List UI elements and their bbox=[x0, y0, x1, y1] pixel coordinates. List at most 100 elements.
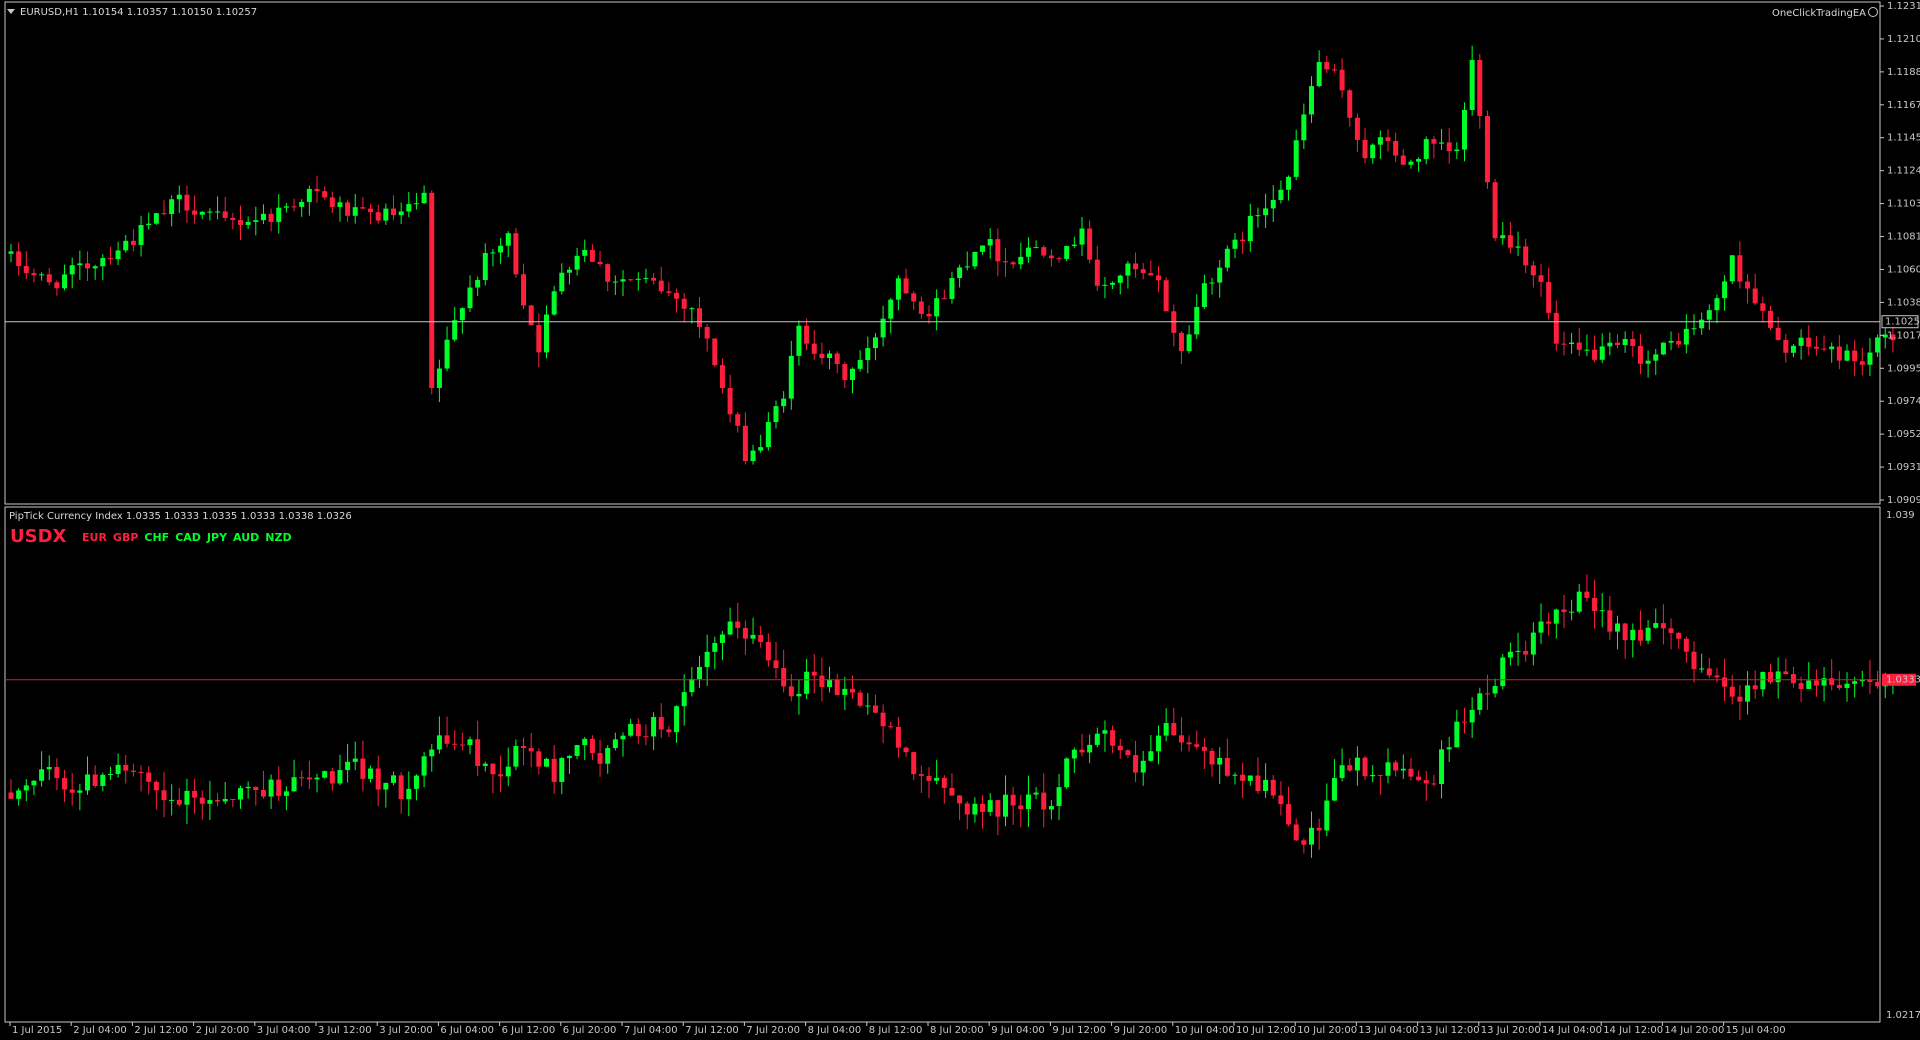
candle bbox=[1064, 245, 1070, 262]
candle bbox=[1033, 240, 1039, 249]
candle bbox=[444, 716, 450, 748]
main-axis-label: 1.09955 bbox=[1887, 363, 1920, 374]
candle bbox=[368, 203, 374, 225]
candle bbox=[1293, 129, 1299, 181]
candle bbox=[1829, 659, 1835, 691]
candle bbox=[1706, 657, 1712, 678]
candle bbox=[375, 755, 381, 807]
candle bbox=[1263, 763, 1269, 799]
candle bbox=[521, 737, 527, 766]
candle bbox=[291, 198, 297, 212]
candle bbox=[62, 769, 68, 803]
candle bbox=[107, 246, 113, 265]
candle bbox=[62, 264, 68, 291]
candle bbox=[1607, 332, 1613, 356]
time-axis-label: 6 Jul 12:00 bbox=[502, 1025, 556, 1036]
candle bbox=[949, 271, 955, 304]
candle bbox=[398, 772, 404, 814]
candle bbox=[1010, 786, 1016, 825]
candle bbox=[842, 361, 848, 389]
candle bbox=[329, 767, 335, 791]
candle bbox=[1477, 53, 1483, 129]
candle bbox=[1806, 325, 1812, 356]
ea-label: OneClickTradingEA bbox=[1771, 8, 1866, 19]
candle bbox=[1148, 260, 1154, 276]
candle bbox=[1790, 344, 1796, 358]
candle bbox=[628, 718, 634, 737]
candle bbox=[1354, 113, 1360, 152]
currency-nzd: NZD bbox=[265, 531, 292, 544]
candle bbox=[1278, 781, 1284, 816]
candle bbox=[459, 307, 465, 334]
candle bbox=[1523, 640, 1529, 662]
candle bbox=[895, 275, 901, 311]
current-price-label: 1.10257 bbox=[1885, 317, 1920, 328]
candle bbox=[1439, 740, 1445, 799]
candle bbox=[1569, 332, 1575, 354]
candle bbox=[1270, 185, 1276, 223]
time-axis-label: 7 Jul 20:00 bbox=[746, 1025, 800, 1036]
candle bbox=[1240, 231, 1246, 255]
candle bbox=[123, 755, 129, 784]
candle bbox=[1171, 707, 1177, 736]
candle bbox=[544, 305, 549, 359]
candle bbox=[92, 765, 98, 788]
candle bbox=[184, 185, 190, 224]
candle bbox=[1798, 329, 1804, 360]
candle bbox=[1752, 670, 1758, 699]
candle bbox=[643, 268, 649, 284]
candle bbox=[1140, 750, 1146, 786]
candle bbox=[1133, 252, 1139, 278]
candle bbox=[781, 391, 787, 413]
candle bbox=[1859, 348, 1865, 376]
candle bbox=[1599, 333, 1605, 364]
candle bbox=[1301, 838, 1307, 854]
candle bbox=[8, 779, 14, 799]
candle bbox=[1209, 748, 1215, 777]
candle bbox=[796, 320, 802, 366]
candle bbox=[1331, 759, 1337, 802]
candle bbox=[1691, 314, 1697, 336]
candle bbox=[169, 784, 175, 816]
candle bbox=[911, 291, 917, 310]
candle bbox=[727, 607, 733, 636]
main-axis-label: 1.09525 bbox=[1887, 429, 1920, 440]
candle bbox=[1232, 772, 1238, 785]
candle bbox=[589, 735, 595, 760]
candle bbox=[620, 732, 626, 757]
candle bbox=[475, 720, 481, 776]
index-level-tag bbox=[1882, 673, 1916, 686]
candle bbox=[505, 747, 511, 786]
triangle-down-icon[interactable] bbox=[7, 9, 15, 14]
candle bbox=[1064, 757, 1070, 790]
candle bbox=[337, 754, 343, 786]
candle bbox=[895, 717, 901, 758]
candle bbox=[1538, 264, 1544, 297]
candle bbox=[689, 666, 695, 697]
main-axis-label: 1.10600 bbox=[1887, 264, 1920, 275]
candle bbox=[1737, 685, 1743, 721]
candle bbox=[1668, 331, 1674, 351]
candle bbox=[283, 786, 289, 811]
indicator-title: PipTick Currency Index 1.0335 1.0333 1.0… bbox=[9, 511, 352, 522]
candle bbox=[1224, 738, 1230, 777]
candle bbox=[605, 263, 611, 292]
candle bbox=[1125, 260, 1131, 289]
candle bbox=[597, 739, 603, 777]
candle bbox=[352, 194, 358, 224]
candle bbox=[918, 296, 924, 319]
candle bbox=[413, 774, 419, 801]
candle bbox=[689, 307, 695, 324]
main-axis-label: 1.11885 bbox=[1887, 67, 1920, 78]
candle bbox=[115, 753, 121, 778]
smiley-icon[interactable] bbox=[1868, 7, 1878, 17]
candle bbox=[1102, 720, 1108, 752]
candle bbox=[46, 268, 52, 286]
candle bbox=[719, 358, 725, 394]
main-axis-label: 1.10815 bbox=[1887, 232, 1920, 243]
candle bbox=[429, 743, 435, 772]
candle bbox=[1714, 294, 1720, 324]
candle bbox=[1094, 245, 1100, 291]
candle bbox=[383, 203, 389, 225]
